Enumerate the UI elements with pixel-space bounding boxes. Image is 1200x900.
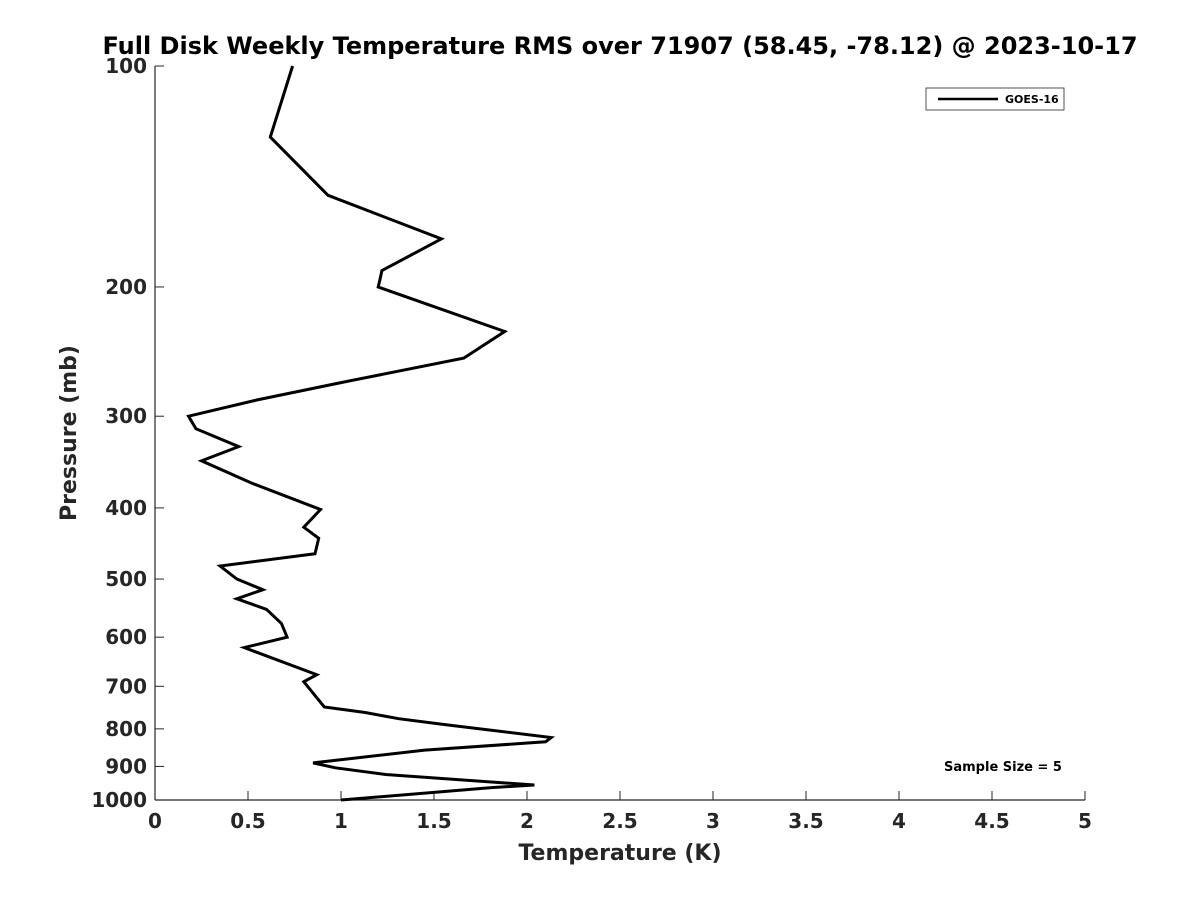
x-tick-label: 3.5 <box>788 809 823 833</box>
y-axis-title: Pressure (mb) <box>57 345 82 521</box>
y-axis-ticks: 100 200 300 400 500 600 700 800 900 1000 <box>91 54 164 812</box>
y-tick-label: 400 <box>105 496 147 520</box>
x-axis-title: Temperature (K) <box>518 841 721 866</box>
x-tick-label: 0.5 <box>230 809 265 833</box>
x-tick-label: 3 <box>706 809 720 833</box>
chart-title: Full Disk Weekly Temperature RMS over 71… <box>102 32 1137 60</box>
x-tick-label: 0 <box>148 809 162 833</box>
y-tick-label: 200 <box>105 275 147 299</box>
x-tick-label: 5 <box>1078 809 1092 833</box>
x-tick-label: 1.5 <box>416 809 451 833</box>
x-tick-label: 4 <box>892 809 906 833</box>
legend: GOES-16 <box>925 87 1065 111</box>
series-line-goes16 <box>186 65 556 802</box>
x-tick-label: 2 <box>520 809 534 833</box>
y-tick-label: 1000 <box>91 788 147 812</box>
y-tick-label: 900 <box>105 754 147 778</box>
y-tick-label: 500 <box>105 567 147 591</box>
series-layer <box>186 65 556 802</box>
x-tick-label: 1 <box>334 809 348 833</box>
y-tick-label: 600 <box>105 625 147 649</box>
sample-size-annotation: Sample Size = 5 <box>944 760 1062 775</box>
y-tick-label: 700 <box>105 674 147 698</box>
y-tick-label: 300 <box>105 404 147 428</box>
legend-label-goes16: GOES-16 <box>1005 93 1059 106</box>
x-tick-label: 2.5 <box>602 809 637 833</box>
y-tick-label: 100 <box>105 54 147 78</box>
x-tick-label: 4.5 <box>974 809 1009 833</box>
x-axis-ticks: 0 0.5 1 1.5 2 2.5 3 3.5 4 4.5 5 <box>148 791 1092 833</box>
y-tick-label: 800 <box>105 717 147 741</box>
